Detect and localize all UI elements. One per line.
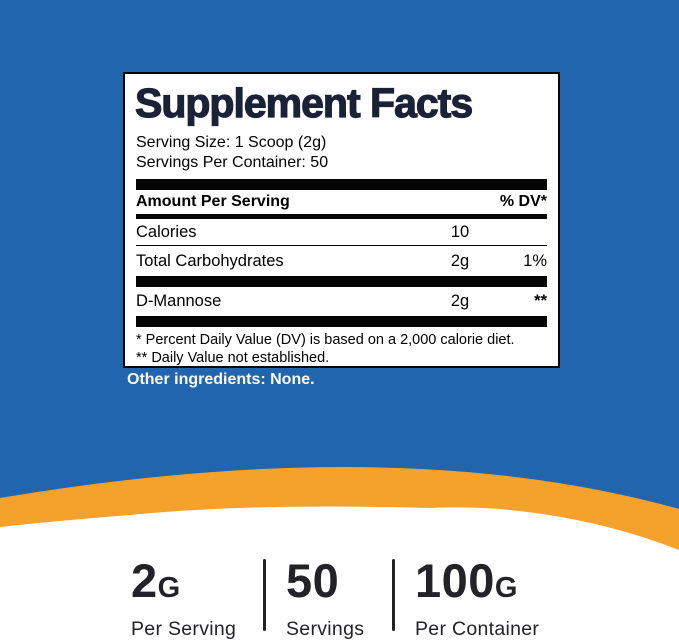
nutrient-row-carbohydrates: Total Carbohydrates 2g 1% xyxy=(136,246,547,276)
footnote-not-established: ** Daily Value not established. xyxy=(136,349,330,366)
stat-value: 50 xyxy=(286,554,340,607)
nutrient-name: Calories xyxy=(136,222,197,241)
divider-bar-thick xyxy=(136,179,547,190)
stats-bar: 2G Per Serving 50 Servings 100G Per Cont… xyxy=(0,554,679,640)
panel-title: Supplement Facts xyxy=(134,79,473,126)
nutrient-row-dmannose: D-Mannose 2g ** xyxy=(136,287,547,316)
divider-bar-thick xyxy=(136,316,547,327)
dv-header: % DV* xyxy=(499,193,547,210)
nutrient-row-calories: Calories 10 xyxy=(136,219,547,246)
divider-bar-thick xyxy=(136,276,547,287)
nutrient-name: Total Carbohydrates xyxy=(136,251,284,270)
footnote-daily-value: * Percent Daily Value (DV) is based on a… xyxy=(136,332,515,348)
stat-unit: G xyxy=(494,572,519,604)
stat-divider xyxy=(392,559,395,631)
nutrient-amount: 2g xyxy=(450,292,470,310)
supplement-facts-panel: Supplement Facts Serving Size: 1 Scoop (… xyxy=(123,72,560,368)
other-ingredients-text: Other ingredients: None. xyxy=(127,371,315,388)
stat-unit: G xyxy=(157,572,182,604)
orange-swoosh-band xyxy=(0,464,679,550)
serving-size-line: Serving Size: 1 Scoop (2g) xyxy=(136,134,327,151)
stat-per-container: 100G Per Container xyxy=(415,554,548,640)
divider-bar-medium xyxy=(136,214,547,219)
stat-value: 2G xyxy=(131,554,182,607)
table-header-row: Amount Per Serving % DV* xyxy=(136,190,547,214)
amount-per-serving-header: Amount Per Serving xyxy=(136,193,290,210)
nutrient-amount: 2g xyxy=(450,251,470,270)
footnotes: * Percent Daily Value (DV) is based on a… xyxy=(136,332,547,367)
nutrient-name: D-Mannose xyxy=(136,292,222,310)
nutrient-dv: 1% xyxy=(523,251,547,270)
stat-label: Per Serving xyxy=(131,618,237,640)
stat-per-serving: 2G Per Serving xyxy=(131,554,243,640)
stat-value: 100G xyxy=(415,554,519,607)
nutrient-dv: ** xyxy=(534,292,547,310)
nutrient-amount: 10 xyxy=(450,222,470,241)
stat-label: Per Container xyxy=(415,618,540,640)
stat-divider xyxy=(263,559,266,631)
stat-label: Servings xyxy=(286,618,365,640)
stat-servings: 50 Servings xyxy=(286,554,372,640)
servings-per-container-line: Servings Per Container: 50 xyxy=(136,153,329,171)
